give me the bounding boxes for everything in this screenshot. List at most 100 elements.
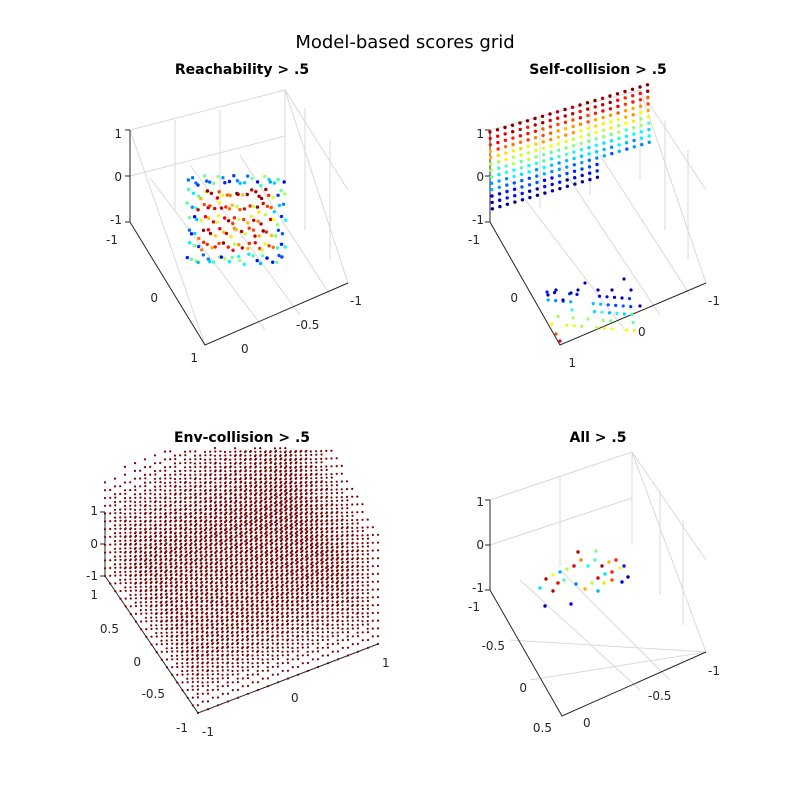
scatter-point xyxy=(174,504,177,507)
scatter-point xyxy=(285,515,288,518)
scatter-point xyxy=(230,553,233,557)
scatter-point xyxy=(145,628,148,631)
scatter-point xyxy=(284,469,288,472)
scatter-point xyxy=(266,588,269,591)
scatter-point xyxy=(490,200,494,205)
scatter-point xyxy=(326,553,329,557)
scatter-point xyxy=(244,477,248,480)
scatter-point xyxy=(174,523,177,527)
scatter-point xyxy=(325,511,329,514)
scatter-point xyxy=(490,207,495,211)
scatter-point xyxy=(541,140,545,144)
scatter-point xyxy=(550,176,554,180)
scatter-point xyxy=(321,580,324,584)
scatter-point xyxy=(159,539,162,542)
scatter-point xyxy=(159,531,162,534)
scatter-point xyxy=(251,638,254,642)
scatter-point xyxy=(316,615,319,618)
scatter-point xyxy=(140,565,143,569)
scatter-point xyxy=(200,550,203,553)
scatter-point xyxy=(150,573,153,576)
scatter-point xyxy=(119,539,122,542)
scatter-point xyxy=(526,125,530,129)
scatter-point xyxy=(496,147,500,151)
scatter-point xyxy=(196,622,199,625)
scatter-point xyxy=(230,515,233,518)
scatter-point xyxy=(205,558,208,561)
scatter-point xyxy=(341,526,344,529)
scatter-point xyxy=(140,589,143,592)
scatter-point xyxy=(144,485,147,488)
scatter-point xyxy=(356,608,359,611)
scatter-point xyxy=(311,588,314,591)
scatter-point xyxy=(296,557,299,560)
scatter-point xyxy=(511,149,515,153)
scatter-point xyxy=(239,461,242,464)
scatter-point xyxy=(548,131,553,135)
scatter-point xyxy=(325,526,329,530)
scatter-point xyxy=(189,461,192,464)
scatter-point xyxy=(265,523,268,526)
scatter-point xyxy=(340,480,343,483)
subplot-reachability[interactable]: Reachability > .5 1 0 -1 xyxy=(106,62,362,365)
scatter-point xyxy=(285,557,289,561)
scatter-point xyxy=(557,148,561,152)
scatter-point xyxy=(140,620,143,623)
scatter-point xyxy=(263,213,267,217)
scatter-point xyxy=(129,593,132,597)
scatter-point xyxy=(205,527,208,530)
scatter-point xyxy=(356,526,359,529)
scatter-point xyxy=(155,616,158,619)
subplot-title: Env-collision > .5 xyxy=(174,430,310,446)
scatter-point xyxy=(174,481,177,484)
scatter-point xyxy=(587,165,592,169)
scatter-point xyxy=(201,626,204,630)
scatter-point xyxy=(209,466,212,469)
scatter-point xyxy=(160,588,163,591)
scatter-point xyxy=(175,569,178,572)
scatter-point xyxy=(261,622,264,626)
scatter-point xyxy=(245,530,248,533)
scatter-point xyxy=(225,193,230,197)
subplot-title: Reachability > .5 xyxy=(175,62,309,78)
scatter-point xyxy=(204,488,207,492)
scatter-point xyxy=(114,496,117,499)
scatter-point xyxy=(265,549,269,553)
scatter-point xyxy=(149,497,152,500)
scatter-point xyxy=(300,511,303,514)
scatter-point xyxy=(326,557,329,560)
scatter-point xyxy=(171,650,174,653)
scatter-point xyxy=(224,508,228,511)
scatter-point xyxy=(129,570,132,573)
scatter-point xyxy=(290,530,293,534)
scatter-point xyxy=(266,561,269,564)
scatter-point xyxy=(201,692,204,695)
scatter-point xyxy=(240,530,243,534)
scatter-point xyxy=(150,596,153,599)
scatter-point xyxy=(216,627,219,630)
scatter-point xyxy=(335,499,339,502)
scatter-point xyxy=(163,458,167,461)
scatter-point xyxy=(200,530,203,533)
scatter-point xyxy=(351,600,354,603)
scatter-point xyxy=(295,488,298,491)
scatter-point xyxy=(281,557,284,560)
scatter-point xyxy=(103,520,107,523)
scatter-point xyxy=(608,94,612,98)
scatter-point xyxy=(205,179,209,183)
scatter-point xyxy=(315,522,319,526)
scatter-point xyxy=(256,591,259,595)
scatter-point xyxy=(191,685,194,688)
scatter-point xyxy=(571,137,576,141)
subplot-env-collision[interactable]: Env-collision > .5 1 0 -1 1 0.5 0 -0.5 -… xyxy=(86,430,390,739)
scatter-point xyxy=(246,626,249,630)
scatter-point xyxy=(270,554,273,557)
scatter-point xyxy=(280,457,283,460)
scatter-point xyxy=(174,492,177,495)
scatter-point xyxy=(244,473,247,476)
scatter-point xyxy=(205,611,209,615)
subplot-self-collision[interactable]: Self-collision > .5 1 0 -1 xyxy=(468,62,720,370)
scatter-point xyxy=(229,488,232,491)
scatter-point xyxy=(271,654,274,657)
scatter-point xyxy=(356,584,359,587)
